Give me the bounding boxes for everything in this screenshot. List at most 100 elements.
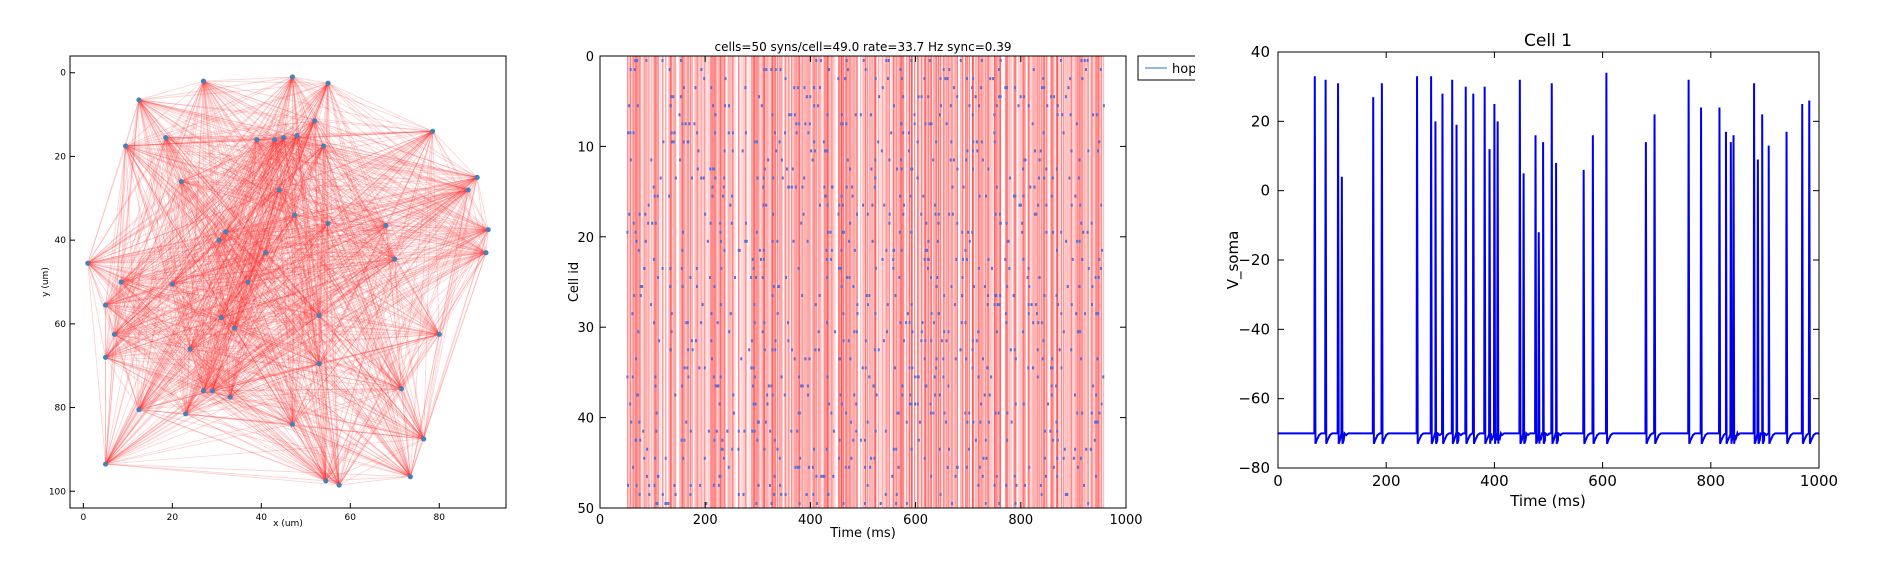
- edge-129: [220, 83, 329, 318]
- spike-341: [999, 212, 1002, 216]
- spike-352: [951, 212, 954, 216]
- edge-1107: [189, 327, 235, 350]
- edge-1005: [121, 281, 320, 316]
- edge-521: [314, 120, 320, 364]
- spike-430: [853, 248, 856, 252]
- edge-997: [338, 258, 396, 486]
- edge-235: [423, 131, 433, 439]
- edge-511: [172, 120, 315, 285]
- edge-875: [247, 229, 489, 283]
- spike-991: [998, 501, 1001, 505]
- edge-1033: [171, 283, 231, 398]
- spike-630: [930, 339, 933, 343]
- edge-297: [165, 137, 227, 232]
- spike-514: [669, 285, 672, 289]
- edge-729: [220, 214, 295, 318]
- edge-312: [165, 137, 320, 316]
- spike-6: [862, 59, 865, 63]
- edge-878: [234, 229, 489, 329]
- spike-233: [629, 158, 632, 162]
- spike-862: [646, 447, 649, 451]
- edge-429: [265, 137, 284, 253]
- edge-104: [274, 82, 329, 140]
- edge-1004: [121, 281, 222, 318]
- edge-731: [294, 214, 440, 335]
- edge-858: [229, 225, 387, 398]
- edge-389: [274, 139, 396, 260]
- spike-217: [880, 149, 883, 153]
- edge-1152: [318, 315, 327, 481]
- edge-380: [274, 139, 296, 216]
- edge-541: [218, 145, 324, 241]
- spike-620: [847, 339, 850, 343]
- edge-702: [211, 189, 280, 391]
- edge-1125: [105, 317, 222, 358]
- edge-1258: [185, 413, 340, 486]
- edge-314: [165, 137, 191, 350]
- spike-848: [1052, 438, 1055, 442]
- edge-589: [114, 177, 478, 335]
- edge-832: [138, 239, 220, 410]
- edge-132: [189, 83, 329, 350]
- edge-544: [323, 145, 487, 254]
- spike-270: [1008, 176, 1011, 180]
- edge-119: [327, 82, 487, 253]
- edge-768: [229, 223, 329, 398]
- edge-1035: [172, 283, 402, 390]
- spike-910: [811, 465, 814, 469]
- edge-896: [409, 229, 489, 477]
- spike-551: [650, 303, 653, 307]
- edge-628: [318, 189, 469, 316]
- spike-491: [846, 275, 849, 279]
- spike-358: [994, 212, 997, 216]
- node-36: [187, 346, 193, 352]
- spike-690: [683, 366, 686, 370]
- edge-302: [87, 137, 166, 264]
- spike-498: [1038, 275, 1041, 279]
- spike-675: [981, 357, 984, 361]
- edge-872: [394, 229, 489, 260]
- edge-184: [138, 99, 204, 391]
- edge-556: [323, 145, 440, 335]
- spike-665: [1096, 357, 1099, 361]
- spike-659: [877, 348, 880, 352]
- edge-1253: [138, 409, 411, 477]
- edge-564: [138, 145, 324, 410]
- spike-537: [1012, 294, 1015, 298]
- spike-779: [1046, 402, 1049, 406]
- edge-713: [278, 189, 411, 477]
- edge-847: [247, 225, 387, 283]
- edge-1214: [212, 390, 293, 425]
- edge-317: [165, 137, 213, 391]
- edge-188: [138, 99, 293, 425]
- edge-233: [185, 131, 433, 415]
- edge-11: [203, 80, 324, 147]
- spike-325: [647, 203, 650, 207]
- edge-59: [292, 76, 316, 122]
- spike-380: [1082, 230, 1085, 234]
- spike-490: [1097, 275, 1100, 279]
- edge-422: [283, 137, 329, 224]
- spike-507: [972, 285, 975, 289]
- edge-1188: [105, 356, 402, 390]
- edge-1267: [338, 438, 424, 486]
- edge-816: [121, 239, 220, 283]
- spike-369: [925, 221, 928, 225]
- spike-228: [981, 158, 984, 162]
- edge-29: [105, 80, 204, 306]
- spike-721: [1092, 384, 1095, 388]
- edge-750: [328, 223, 489, 231]
- edge-1162: [138, 333, 440, 411]
- spike-163: [626, 131, 629, 135]
- spike-417: [644, 239, 647, 243]
- spike-459: [955, 257, 958, 261]
- spike-148: [1031, 122, 1034, 126]
- edge-413: [274, 139, 411, 477]
- spike-575: [1027, 312, 1030, 316]
- edge-303: [165, 137, 267, 253]
- spike-716: [631, 375, 634, 379]
- spike-632: [694, 339, 697, 343]
- edge-1177: [185, 348, 191, 414]
- spike-503: [1006, 285, 1009, 289]
- spike-634: [864, 339, 867, 343]
